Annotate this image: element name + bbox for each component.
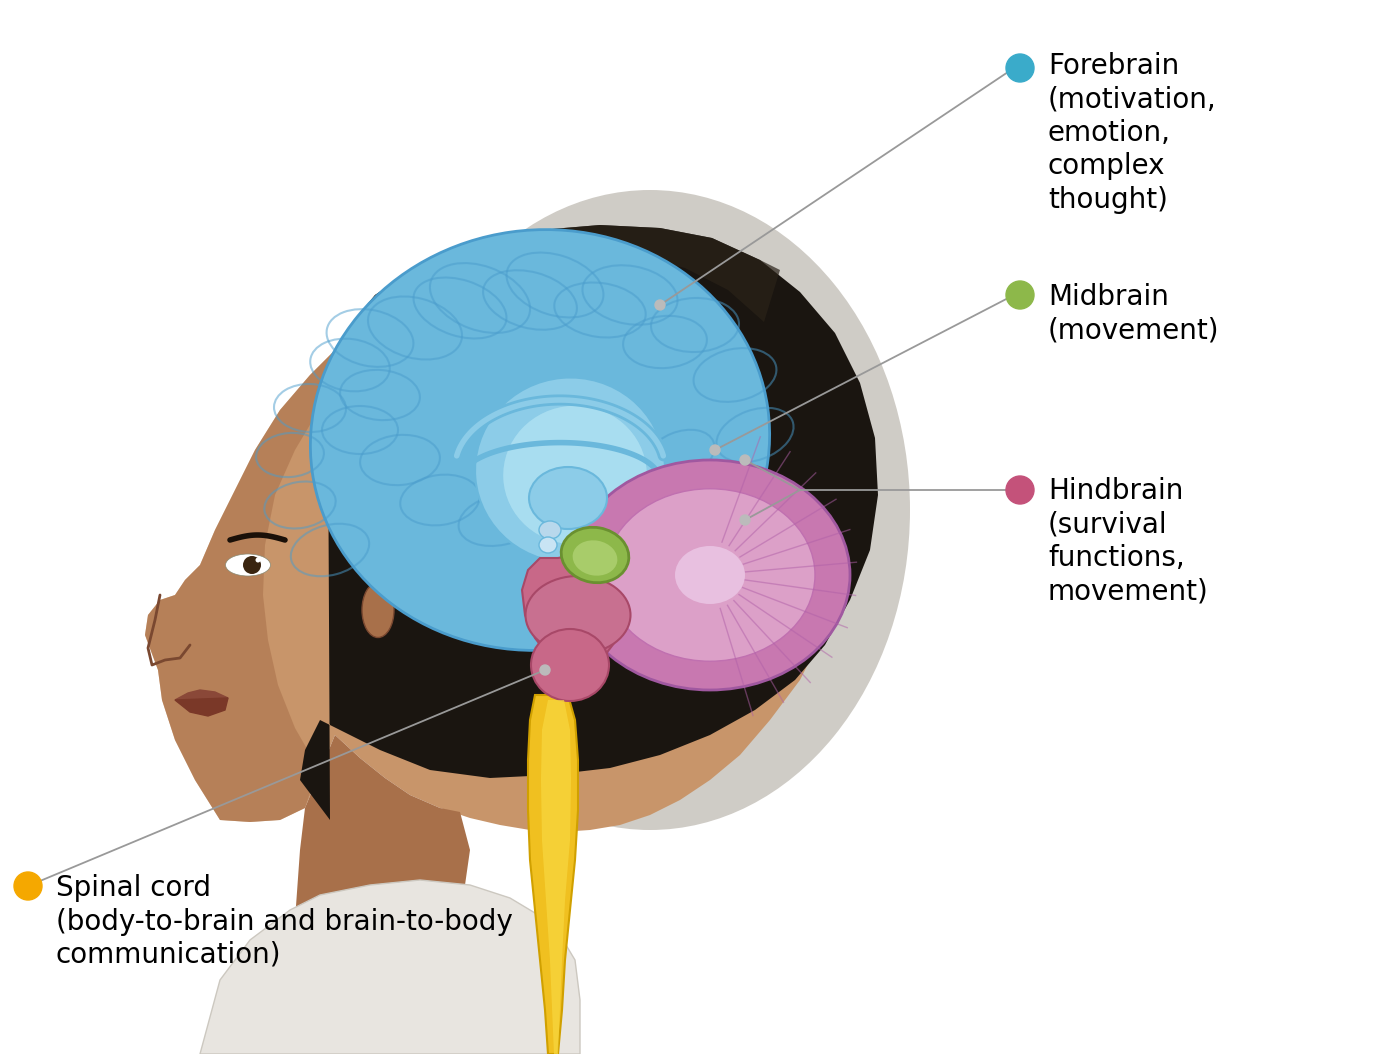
Polygon shape [540,700,571,1054]
Text: Forebrain
(motivation,
emotion,
complex
thought): Forebrain (motivation, emotion, complex … [1048,52,1217,214]
Polygon shape [290,735,470,1054]
Circle shape [14,872,43,900]
Polygon shape [144,298,846,832]
Ellipse shape [561,527,628,583]
Ellipse shape [571,460,850,690]
Circle shape [654,300,666,310]
Ellipse shape [539,536,557,553]
Ellipse shape [502,405,648,545]
Ellipse shape [525,575,631,653]
Ellipse shape [529,467,606,529]
Text: Hindbrain
(survival
functions,
movement): Hindbrain (survival functions, movement) [1048,477,1209,605]
Polygon shape [199,880,580,1054]
Ellipse shape [226,554,271,575]
Text: Midbrain
(movement): Midbrain (movement) [1048,284,1220,345]
Ellipse shape [572,541,617,575]
Text: Spinal cord
(body-to-brain and brain-to-body
communication): Spinal cord (body-to-brain and brain-to-… [56,874,513,969]
Ellipse shape [256,558,260,563]
Ellipse shape [474,377,666,563]
Circle shape [740,515,749,525]
Ellipse shape [605,489,815,661]
Ellipse shape [243,557,261,574]
Polygon shape [175,698,228,716]
Circle shape [540,665,550,675]
Circle shape [1006,281,1034,309]
Circle shape [710,445,720,455]
Circle shape [1006,54,1034,82]
Ellipse shape [311,230,770,650]
Ellipse shape [390,190,910,829]
Polygon shape [300,225,879,820]
Polygon shape [522,548,635,668]
Polygon shape [338,225,780,348]
Ellipse shape [362,583,395,638]
Polygon shape [528,695,578,1054]
Ellipse shape [539,521,561,539]
Ellipse shape [675,546,745,604]
Circle shape [1006,476,1034,504]
Ellipse shape [531,629,609,701]
Polygon shape [175,690,228,700]
Circle shape [740,455,749,465]
Polygon shape [144,325,380,822]
